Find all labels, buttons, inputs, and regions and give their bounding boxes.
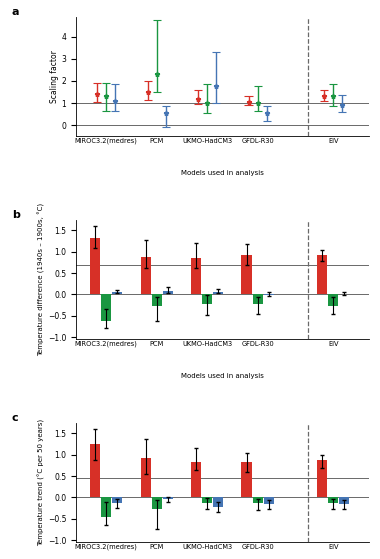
Bar <box>202 498 212 503</box>
Text: c: c <box>12 413 18 423</box>
Text: b: b <box>12 210 19 220</box>
Bar <box>191 258 201 295</box>
Bar <box>112 498 122 503</box>
Bar <box>264 498 274 504</box>
Bar <box>241 255 252 295</box>
Text: a: a <box>12 7 19 17</box>
Bar <box>328 498 338 503</box>
Bar <box>317 255 327 295</box>
Bar <box>339 293 350 295</box>
Bar <box>317 461 327 498</box>
Text: Models used in analysis: Models used in analysis <box>181 169 264 176</box>
Bar <box>90 238 100 295</box>
Bar <box>253 498 263 503</box>
Y-axis label: Temperature difference (1940s – 1900s, °C): Temperature difference (1940s – 1900s, °… <box>38 203 45 356</box>
Bar <box>101 295 111 321</box>
Bar <box>339 498 350 504</box>
Bar <box>163 498 173 499</box>
Bar <box>112 292 122 295</box>
Bar <box>152 295 162 306</box>
Bar <box>213 292 223 295</box>
Bar <box>253 295 263 304</box>
Bar <box>202 295 212 304</box>
Text: Models used in analysis: Models used in analysis <box>181 373 264 378</box>
Y-axis label: Scaling factor: Scaling factor <box>50 50 59 103</box>
Bar <box>328 295 338 306</box>
Bar <box>101 498 111 517</box>
Bar <box>152 498 162 509</box>
Bar <box>141 458 150 498</box>
Bar <box>213 498 223 507</box>
Bar <box>163 291 173 295</box>
Bar <box>90 444 100 498</box>
Bar <box>241 462 252 498</box>
Y-axis label: Temperature trend (°C per 50 years): Temperature trend (°C per 50 years) <box>38 419 45 546</box>
Bar <box>191 462 201 498</box>
Bar <box>141 257 150 295</box>
